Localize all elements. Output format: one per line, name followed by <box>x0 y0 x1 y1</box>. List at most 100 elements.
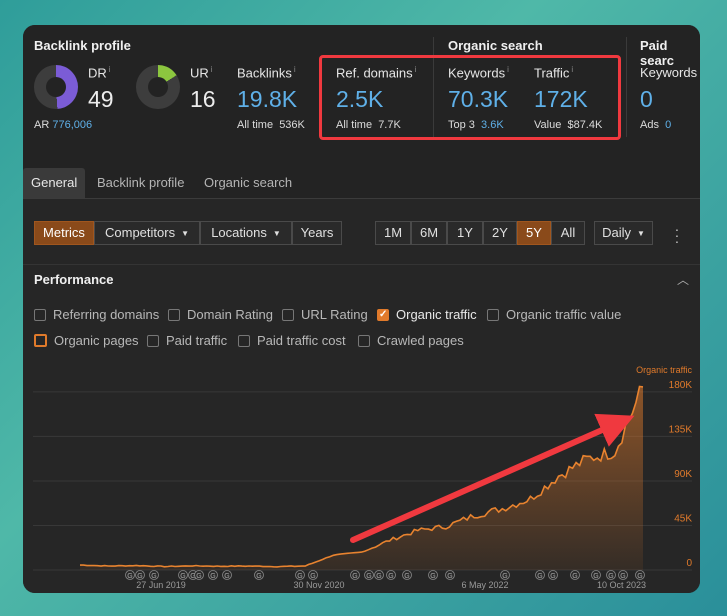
range-5y-button[interactable]: 5Y <box>517 221 551 245</box>
keywords-label: Keywords i <box>448 65 509 81</box>
x-axis-labels: 27 Jun 2019 30 Nov 2020 6 May 2022 10 Oct 2… <box>136 580 646 590</box>
backlinks-value[interactable]: 19.8K <box>237 86 298 112</box>
google-update-marker <box>295 570 305 580</box>
backlink-profile-title: Backlink profile <box>34 38 131 53</box>
ur-value: 16 <box>190 86 216 112</box>
interval-dropdown[interactable]: Daily ▼ <box>594 221 653 245</box>
google-update-marker-label: G <box>550 573 555 580</box>
info-icon: i <box>108 65 111 74</box>
google-update-marker-label: G <box>404 573 409 580</box>
google-update-marker-label: G <box>297 573 302 580</box>
google-update-marker <box>135 570 145 580</box>
google-update-marker <box>402 570 412 580</box>
ur-label: UR i <box>190 65 213 81</box>
traffic-value[interactable]: 172K <box>534 86 588 112</box>
checkbox-referring-domains[interactable]: Referring domains <box>34 307 159 323</box>
chart-area-layer <box>80 385 644 570</box>
checkbox-box <box>487 309 499 321</box>
google-update-marker-label: G <box>620 573 625 580</box>
google-update-marker-label: G <box>608 573 613 580</box>
backlinks-all-time: All time 536K <box>237 119 305 131</box>
caret-down-icon: ▼ <box>636 229 645 238</box>
checkbox-box <box>34 309 46 321</box>
google-update-marker <box>374 570 384 580</box>
range-1y-button[interactable]: 1Y <box>447 221 483 245</box>
toolbar-divider <box>23 264 700 265</box>
checkbox-box <box>377 307 389 323</box>
dr-donut-chart <box>34 65 78 109</box>
google-update-marker <box>308 570 318 580</box>
locations-dropdown[interactable]: Locations ▼ <box>200 221 292 245</box>
organic-traffic-line <box>80 385 644 568</box>
checkbox-paid-traffic-cost[interactable]: Paid traffic cost <box>238 333 346 349</box>
google-update-marker <box>386 570 396 580</box>
kebab-menu-icon[interactable]: · · · <box>674 221 680 249</box>
info-icon: i <box>507 65 509 74</box>
checkbox-box <box>168 309 180 321</box>
checkbox-crawled-pages[interactable]: Crawled pages <box>358 333 464 349</box>
tab-general[interactable]: General <box>23 168 86 198</box>
google-update-marker <box>618 570 628 580</box>
checkbox-box <box>34 334 47 347</box>
google-update-marker-label: G <box>190 573 195 580</box>
google-update-marker-label: G <box>637 573 642 580</box>
tab-backlink-profile[interactable]: Backlink profile <box>97 175 185 190</box>
keywords-value[interactable]: 70.3K <box>448 86 509 112</box>
performance-title: Performance <box>34 272 114 287</box>
organic-traffic-chart: 180K 135K 90K 45K 0 27 Jun 2019 30 Nov 2020 6 … <box>23 360 700 593</box>
y-axis-labels: 180K 135K 90K 45K 0 <box>669 380 693 569</box>
checkbox-organic-traffic[interactable]: Organic traffic <box>377 307 477 323</box>
paid-search-title: Paid searc <box>640 38 674 68</box>
checkbox-url-rating[interactable]: URL Rating <box>282 307 368 323</box>
range-6m-button[interactable]: 6M <box>411 221 447 245</box>
google-update-marker-label: G <box>256 573 261 580</box>
keywords-top3: Top 3 3.6K <box>448 119 504 131</box>
backlinks-label: Backlinks i <box>237 65 296 81</box>
x-tick-label: 30 Nov 2020 <box>293 580 344 590</box>
google-update-marker <box>445 570 455 580</box>
google-update-marker-label: G <box>180 573 185 580</box>
google-update-marker <box>178 570 188 580</box>
checkbox-domain-rating[interactable]: Domain Rating <box>168 307 273 323</box>
google-update-marker-label: G <box>366 573 371 580</box>
google-update-marker-label: G <box>352 573 357 580</box>
paid-keywords-value[interactable]: 0 <box>640 86 653 112</box>
google-update-marker-label: G <box>388 573 393 580</box>
info-icon: i <box>293 65 296 74</box>
tab-organic-search[interactable]: Organic search <box>204 175 293 190</box>
years-button[interactable]: Years <box>292 221 342 245</box>
range-2y-button[interactable]: 2Y <box>483 221 517 245</box>
google-update-marker-label: G <box>537 573 542 580</box>
app-window: Backlink profile DR i 49 AR 776,006 UR i 1… <box>23 25 700 593</box>
google-update-marker <box>350 570 360 580</box>
dr-value: 49 <box>88 86 114 112</box>
checkbox-organic-pages[interactable]: Organic pages <box>34 333 139 349</box>
traffic-value-usd: Value $87.4K <box>534 119 603 131</box>
chevron-up-icon[interactable]: ︿ <box>677 273 690 287</box>
google-update-marker-label: G <box>310 573 315 580</box>
range-all-button[interactable]: All <box>551 221 585 245</box>
x-tick-label: 6 May 2022 <box>461 580 508 590</box>
section-divider <box>433 37 434 137</box>
checkbox-paid-traffic[interactable]: Paid traffic <box>147 333 227 349</box>
series-legend-label: Organic traffic <box>636 365 692 375</box>
ref-domains-label: Ref. domains i <box>336 65 417 81</box>
google-update-marker <box>535 570 545 580</box>
competitors-dropdown[interactable]: Competitors ▼ <box>94 221 200 245</box>
trend-arrow <box>350 413 635 543</box>
checkbox-box <box>282 309 294 321</box>
google-update-marker <box>428 570 438 580</box>
metrics-header: Backlink profile DR i 49 AR 776,006 UR i 1… <box>23 25 700 150</box>
google-update-marker <box>194 570 204 580</box>
google-update-marker-label: G <box>127 573 132 580</box>
ar-value-link[interactable]: 776,006 <box>52 119 93 131</box>
checkbox-organic-traffic-value[interactable]: Organic traffic value <box>487 307 621 323</box>
google-update-marker <box>591 570 601 580</box>
ref-domains-value[interactable]: 2.5K <box>336 86 384 112</box>
metrics-button[interactable]: Metrics <box>34 221 94 245</box>
checkbox-box <box>147 335 159 347</box>
range-1m-button[interactable]: 1M <box>375 221 411 245</box>
traffic-label: Traffic i <box>534 65 574 81</box>
google-update-marker-label: G <box>210 573 215 580</box>
google-update-marker-label: G <box>593 573 598 580</box>
